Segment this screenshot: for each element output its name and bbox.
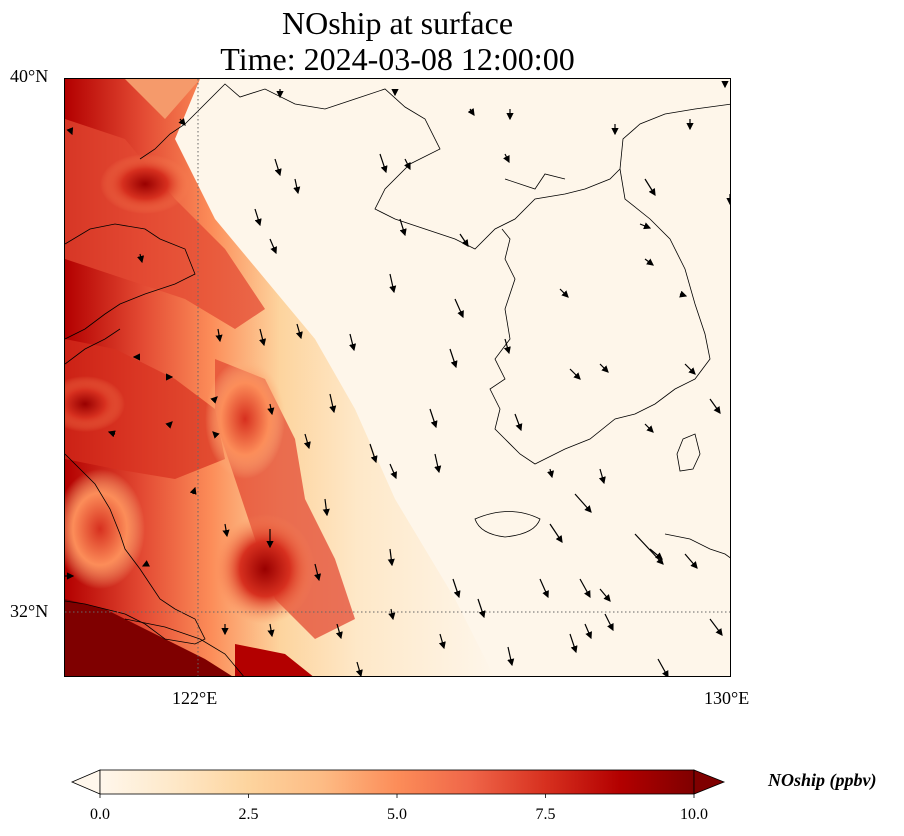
map-canvas: [65, 79, 730, 676]
wind-arrow: [574, 493, 592, 513]
wind-arrow: [314, 563, 322, 582]
map-title: NOship at surface: [281, 5, 514, 41]
wind-arrow: [477, 598, 486, 619]
wind-arrow: [178, 118, 186, 126]
coastlines: [65, 83, 730, 676]
colorbar-tick-label: 5.0: [387, 806, 407, 823]
wind-arrow: [549, 523, 563, 543]
wind-arrow: [639, 222, 652, 230]
colorbar-title: NOship (ppbv): [768, 770, 877, 790]
wind-arrow: [189, 486, 197, 495]
map-subtitle-time: Time: 2024-03-08 12:00:00: [220, 41, 575, 77]
colorbar-extend-min: [70, 769, 101, 795]
wind-arrow: [503, 338, 511, 355]
wind-arrow: [503, 153, 510, 164]
wind-arrow: [267, 403, 275, 416]
wind-arrow: [454, 298, 464, 319]
wind-arrow: [137, 253, 145, 264]
wind-arrow: [66, 127, 74, 136]
wind-arrow: [335, 623, 343, 640]
wind-arrow: [349, 333, 357, 352]
wind-arrow: [388, 608, 396, 621]
gridlines: [65, 79, 730, 676]
lat-label-40n: 40°N: [10, 66, 49, 86]
wind-arrow: [644, 258, 654, 266]
wind-arrow: [569, 368, 581, 380]
wind-arrow: [684, 363, 696, 375]
wind-arrow: [459, 233, 469, 247]
lat-label-32n: 32°N: [10, 601, 49, 621]
wind-arrow: [559, 288, 569, 298]
wind-arrow: [274, 158, 282, 177]
wind-arrow: [107, 430, 116, 438]
colorbar-tick-label: 7.5: [535, 806, 556, 823]
wind-arrow: [514, 413, 523, 432]
wind-arrow: [604, 613, 614, 632]
wind-arrow: [293, 178, 301, 195]
wind-arrow: [387, 548, 395, 567]
colorbar-tick-label: 2.5: [238, 806, 259, 823]
wind-arrow: [295, 323, 303, 340]
lon-label-130e: 130°E: [704, 688, 750, 708]
wind-arrow: [404, 158, 411, 171]
wind-arrow: [649, 548, 663, 560]
wind-arrow: [684, 553, 698, 569]
wind-arrow: [467, 108, 475, 116]
wind-arrow: [212, 431, 220, 439]
wind-arrow: [379, 153, 388, 174]
wind-arrow: [507, 646, 515, 667]
colorbar-gradient: [99, 769, 695, 795]
wind-arrow: [599, 588, 611, 602]
wind-arrow: [679, 290, 688, 298]
wind-arrow: [303, 433, 311, 450]
wind-arrow: [547, 468, 555, 479]
wind-arrow: [267, 623, 275, 638]
wind-arrow: [634, 533, 664, 565]
wind-arrow: [709, 618, 723, 636]
wind-arrow: [259, 328, 267, 347]
concentration-field: [65, 79, 494, 676]
wind-arrow: [215, 328, 223, 343]
wind-arrow: [434, 453, 442, 474]
wind-arrow: [369, 443, 378, 464]
wind-vectors: [65, 81, 730, 676]
wind-arrow: [584, 623, 592, 640]
wind-arrow: [165, 421, 173, 429]
wind-arrow: [569, 633, 578, 654]
wind-arrow: [438, 633, 446, 650]
colorbar-tick-label: 10.0: [680, 806, 708, 823]
wind-arrow: [222, 523, 230, 538]
colorbar-extend-max: [693, 769, 726, 795]
wind-arrow: [429, 408, 438, 429]
colorbar: [70, 769, 726, 798]
map-plot-area: [64, 78, 731, 677]
wind-arrow: [329, 393, 337, 414]
wind-arrow: [254, 208, 262, 227]
wind-arrow: [389, 463, 397, 480]
wind-arrow: [269, 238, 277, 255]
wind-arrow: [599, 363, 609, 373]
colorbar-tick-label: 0.0: [90, 806, 110, 823]
wind-arrow: [322, 498, 330, 517]
wind-arrow: [210, 396, 218, 404]
wind-arrow: [449, 348, 458, 369]
wind-arrow: [141, 560, 150, 567]
wind-arrow: [657, 658, 669, 676]
wind-arrow: [644, 423, 654, 433]
wind-arrow: [579, 578, 591, 599]
wind-arrow: [389, 273, 397, 294]
lon-label-122e: 122°E: [172, 688, 218, 708]
wind-arrow: [452, 578, 461, 599]
wind-arrow: [399, 218, 407, 237]
wind-arrow: [709, 398, 721, 414]
wind-arrow: [598, 468, 606, 485]
wind-arrow: [644, 178, 656, 197]
wind-arrow: [539, 578, 549, 599]
wind-arrow: [355, 661, 363, 676]
